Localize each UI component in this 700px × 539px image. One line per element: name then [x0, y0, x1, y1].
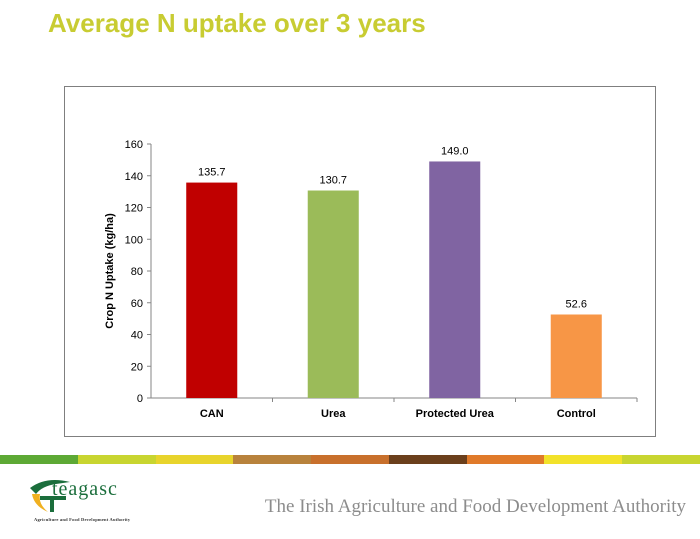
y-tick-label: 100	[125, 234, 143, 246]
stripe-segment	[233, 455, 313, 464]
stripe-segment	[77, 455, 157, 464]
stripe-segment	[544, 455, 624, 464]
slide-title: Average N uptake over 3 years	[48, 8, 426, 38]
authority-tagline: The Irish Agriculture and Food Developme…	[264, 496, 686, 517]
x-tick-label: Urea	[321, 408, 346, 420]
stripe-segment	[0, 455, 79, 464]
bar	[307, 190, 359, 398]
logo-subtitle: Agriculture and Food Development Authori…	[34, 517, 131, 522]
data-label: 130.7	[319, 175, 347, 187]
data-label: 52.6	[566, 298, 587, 310]
y-tick-label: 120	[125, 203, 143, 215]
bar-chart: 0 20 40 60 80 100 120 140 160 Crop N Uptake (kg/h…	[104, 139, 638, 420]
data-label: 149.0	[441, 145, 469, 157]
y-tick-label: 40	[131, 330, 143, 342]
logo-wordmark: teagasc	[52, 478, 118, 500]
stripe-segment	[622, 455, 700, 464]
bar	[429, 161, 481, 398]
y-axis-label: Crop N Uptake (kg/ha)	[104, 213, 116, 329]
stripe-segment	[155, 455, 235, 464]
teagasc-logo-icon	[30, 480, 70, 512]
x-tick-label: Control	[557, 408, 596, 420]
x-tick-label: Protected Urea	[416, 408, 495, 420]
data-label: 135.7	[198, 167, 226, 179]
y-tick-label: 20	[131, 361, 143, 373]
chart-area: 0 20 40 60 80 100 120 140 160 Crop N Uptake (kg/h…	[64, 86, 656, 437]
x-tick-label: CAN	[200, 408, 224, 420]
stripe-segment	[388, 455, 468, 464]
y-tick-label: 0	[137, 393, 143, 405]
y-tick-label: 160	[125, 139, 143, 151]
color-stripe	[0, 455, 700, 464]
y-tick-label: 60	[131, 298, 143, 310]
bar	[550, 314, 602, 398]
y-tick-label: 140	[125, 171, 143, 183]
y-tick-label: 80	[131, 266, 143, 278]
stripe-segment	[466, 455, 546, 464]
stripe-segment	[311, 455, 390, 464]
bar	[186, 182, 238, 398]
